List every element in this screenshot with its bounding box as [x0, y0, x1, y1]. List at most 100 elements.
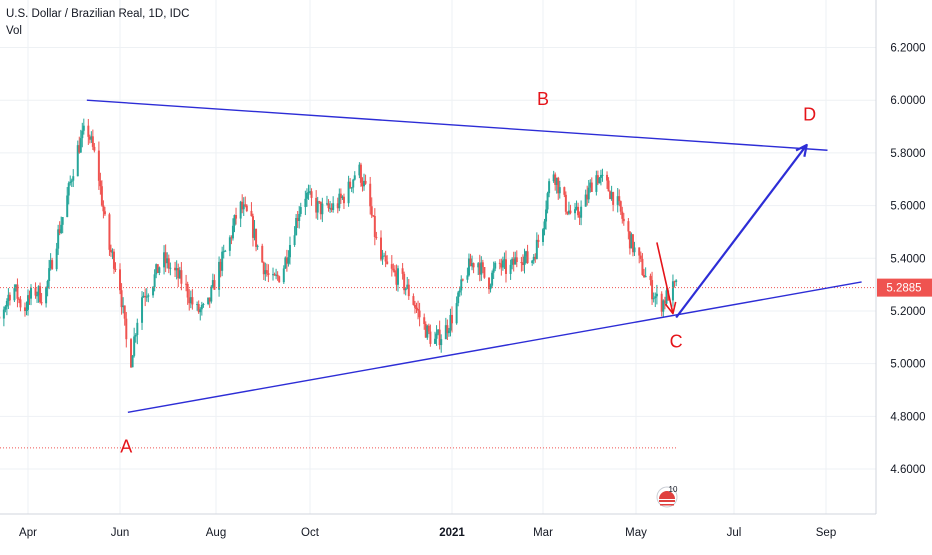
candle-body	[457, 292, 459, 303]
candle-body	[640, 256, 642, 259]
candle-body	[93, 147, 95, 151]
candle-body	[68, 183, 70, 195]
candle-body	[516, 257, 518, 262]
candle-body	[369, 184, 371, 207]
price-tick-label: 5.8000	[890, 148, 925, 160]
event-badge-count: 10	[669, 485, 678, 494]
candle-body	[311, 191, 313, 198]
candle-body	[419, 311, 421, 318]
candle-body	[210, 287, 212, 302]
candle-body	[502, 260, 504, 267]
candle-body	[102, 205, 104, 211]
candle-body	[246, 206, 248, 211]
candle-body	[606, 175, 608, 181]
candle-body	[51, 260, 53, 269]
candle-body	[482, 262, 484, 267]
candle-body	[354, 175, 356, 179]
candle-body	[466, 275, 468, 279]
candle-body	[255, 229, 257, 247]
price-tick-label: 5.6000	[890, 201, 925, 213]
candle-body	[244, 204, 246, 205]
candle-body	[81, 131, 83, 138]
candle-body	[351, 187, 353, 188]
candle-body	[601, 175, 603, 176]
candle-body	[623, 219, 625, 221]
candle-body	[307, 192, 309, 193]
candle-body	[612, 192, 614, 205]
candle-body	[493, 269, 495, 273]
candle-body	[633, 248, 635, 253]
candle-body	[3, 310, 5, 319]
candle-body	[536, 240, 538, 259]
candle-body	[672, 281, 674, 300]
candle-body	[187, 284, 189, 298]
candle-body	[9, 295, 11, 300]
candle-body	[627, 221, 629, 231]
candle-body	[250, 211, 252, 216]
candle-body	[146, 297, 148, 298]
candle-body	[141, 297, 143, 323]
candle-body	[569, 211, 571, 214]
candle-body	[416, 308, 418, 309]
candle-body	[56, 249, 58, 270]
candle-body	[304, 199, 306, 207]
candle-body	[119, 269, 121, 290]
price-tick-label: 5.2000	[890, 306, 925, 318]
candle-body	[99, 181, 101, 186]
candle-body	[121, 290, 123, 307]
event-badge-stripe-icon	[659, 500, 675, 502]
candle-body	[124, 306, 126, 319]
candle-body	[349, 182, 351, 188]
candle-body	[278, 276, 280, 282]
candle-body	[62, 217, 64, 225]
time-tick-label: Sep	[816, 527, 836, 539]
candle-body	[191, 297, 193, 304]
candle-body	[45, 288, 47, 303]
price-tick-label: 6.2000	[890, 43, 925, 55]
candle-body	[321, 204, 323, 215]
candle-body	[287, 257, 289, 263]
candle-body	[25, 310, 27, 311]
candle-body	[499, 263, 501, 264]
candle-body	[386, 261, 388, 264]
candle-body	[352, 180, 354, 188]
candle-body	[168, 258, 170, 268]
candles	[0, 119, 677, 393]
candle-body	[213, 280, 215, 290]
candle-body	[35, 288, 37, 296]
candle-body	[104, 211, 106, 214]
candle-body	[428, 326, 430, 332]
candle-body	[229, 237, 231, 250]
candle-body	[101, 186, 103, 205]
candle-body	[403, 274, 405, 290]
candle-body	[80, 138, 82, 152]
candle-body	[559, 187, 561, 193]
candle-body	[365, 181, 367, 184]
candle-body	[360, 165, 362, 183]
candle-body	[456, 303, 458, 323]
candle-body	[343, 197, 345, 203]
price-tick-label: 5.0000	[890, 359, 925, 371]
candle-body	[548, 181, 550, 193]
time-tick-label: Aug	[206, 527, 226, 539]
candle-body	[202, 304, 204, 305]
time-tick-label: Jul	[727, 527, 742, 539]
candle-body	[417, 309, 419, 311]
candle-body	[16, 285, 18, 299]
candle-body	[69, 182, 71, 183]
candle-body	[133, 336, 135, 355]
candle-body	[180, 270, 182, 284]
candle-body	[520, 262, 522, 263]
last-price-label: 5.2885	[886, 283, 921, 295]
candle-body	[92, 136, 94, 147]
candle-body	[542, 229, 544, 242]
candle-body	[375, 237, 377, 238]
time-tick-label: 2021	[439, 527, 465, 539]
candle-body	[4, 307, 6, 310]
candle-body	[638, 248, 640, 256]
volume-indicator-label: Vol	[6, 25, 22, 37]
time-tick-label: Jun	[111, 527, 130, 539]
candle-body	[591, 183, 593, 192]
